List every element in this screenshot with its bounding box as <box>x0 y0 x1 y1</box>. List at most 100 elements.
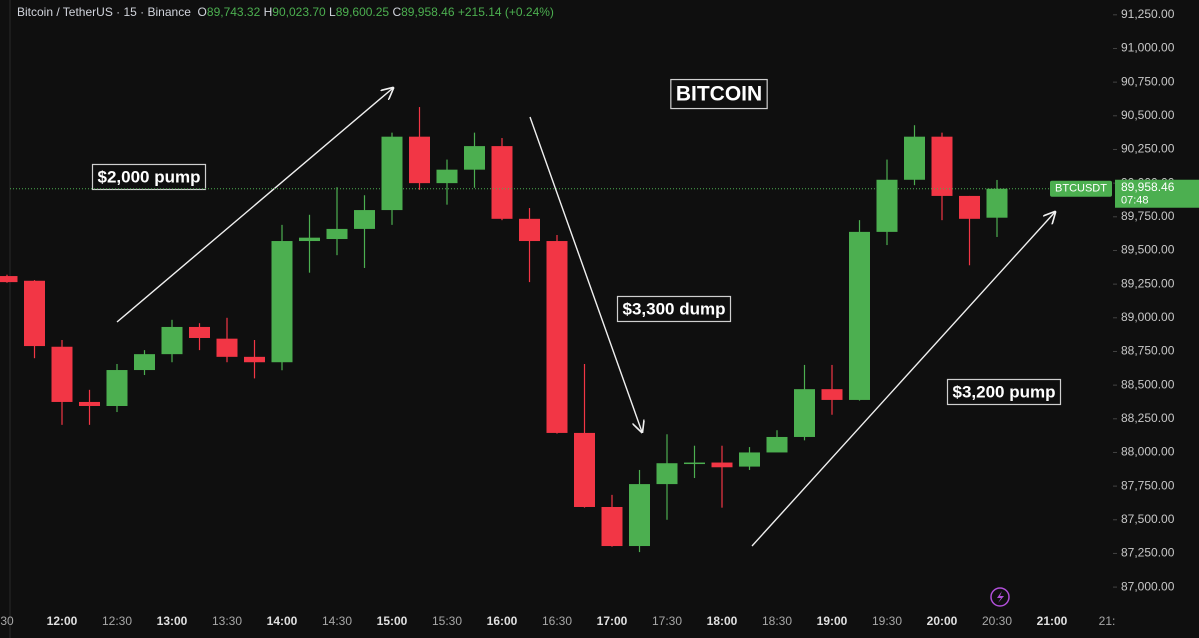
price-tag <box>1115 179 1199 208</box>
x-tick-label: 18:00 <box>707 614 738 628</box>
annotations: BITCOIN $2,000 pump $3,300 dump $3,200 p… <box>91 78 1062 406</box>
x-tick-label: 18:30 <box>762 614 792 628</box>
y-tick-label: 87,750.00 <box>1121 478 1175 492</box>
price-tag-label: 89,958.46 <box>1121 180 1175 194</box>
candle-body <box>959 195 980 219</box>
y-tick-label: 88,000.00 <box>1121 445 1175 459</box>
y-tick-label: 87,250.00 <box>1121 546 1175 560</box>
c-key: C <box>392 5 402 19</box>
candle-body <box>519 218 540 242</box>
x-tick-label: 20:00 <box>927 614 958 628</box>
y-tick-label: 89,750.00 <box>1121 209 1175 223</box>
candle-body <box>79 401 100 406</box>
countdown-label: 07:48 <box>1121 195 1149 207</box>
change: +215.14 (+0.24%) <box>457 5 554 19</box>
candle-body <box>326 228 348 240</box>
candle-body <box>189 326 210 338</box>
x-tick-label: 12:00 <box>47 614 78 628</box>
x-tick-label: 17:00 <box>597 614 628 628</box>
x-tick-label: 13:00 <box>157 614 188 628</box>
annotation-box <box>616 295 732 323</box>
o-key: O <box>197 5 207 19</box>
candle-body <box>354 210 375 229</box>
candle-body <box>409 136 430 184</box>
x-tick-label: 19:30 <box>872 614 902 628</box>
y-tick-label: 91,000.00 <box>1121 41 1175 55</box>
candle-body <box>601 506 623 547</box>
candle-body <box>464 146 485 170</box>
x-tick-label: 15:00 <box>377 614 408 628</box>
annotation: $3,200 pump <box>953 382 1056 401</box>
arrow <box>529 116 642 432</box>
x-tick-label: 16:30 <box>542 614 572 628</box>
arrow <box>116 88 393 323</box>
candle-body <box>794 389 815 437</box>
x-tick-label: 15:30 <box>432 614 462 628</box>
l-value: 89,600.25 <box>335 5 390 19</box>
ohlc-legend: Bitcoin / TetherUS · 15 · Binance O89,74… <box>17 5 554 19</box>
y-tick-label: 88,750.00 <box>1121 344 1175 358</box>
annotation: $2,000 pump <box>98 167 201 186</box>
x-tick-label: 21: <box>1099 614 1116 628</box>
x-tick-label: 12:30 <box>102 614 132 628</box>
candle-body <box>766 436 788 453</box>
candle-body <box>904 136 925 180</box>
y-tick-label: 88,500.00 <box>1121 377 1175 391</box>
l-key: L <box>329 5 336 19</box>
axes: 87,000.00 87,250.00 87,500.00 87,750.00 88,0… <box>0 7 1199 628</box>
y-tick-label: 90,500.00 <box>1121 108 1175 122</box>
x-tick-label: 30 <box>0 614 14 628</box>
alert-icon <box>990 587 1010 607</box>
candle-body <box>629 484 650 547</box>
candle-body <box>931 136 953 196</box>
annotation-box <box>670 78 768 110</box>
candle-body <box>161 326 183 355</box>
candle-body <box>656 463 678 485</box>
candle-body <box>546 241 568 433</box>
h-value: 90,023.70 <box>272 5 326 19</box>
candle-body <box>299 237 320 242</box>
candle-body <box>244 356 265 363</box>
x-tick-label: 17:30 <box>652 614 682 628</box>
c-value: 89,958.46 <box>401 5 455 19</box>
candles <box>0 107 1008 553</box>
annotation-box <box>91 163 207 191</box>
y-tick-label: 90,250.00 <box>1121 142 1175 156</box>
candle-body <box>821 389 843 400</box>
symbol-tag-label: BTCUSDT <box>1055 183 1107 195</box>
y-tick-label: 90,750.00 <box>1121 74 1175 88</box>
symbol-tag <box>1050 180 1112 197</box>
y-tick-label: 89,250.00 <box>1121 276 1175 290</box>
y-tick-label: 87,500.00 <box>1121 512 1175 526</box>
y-tick-label: 87,000.00 <box>1121 579 1175 593</box>
x-tick-label: 14:30 <box>322 614 352 628</box>
x-tick-label: 21:00 <box>1037 614 1068 628</box>
candle-body <box>134 354 155 371</box>
candle-body <box>739 452 760 467</box>
annotation-box <box>946 378 1062 406</box>
annotation: $3,300 dump <box>623 299 726 318</box>
candle-body <box>986 188 1008 218</box>
x-tick-label: 14:00 <box>267 614 298 628</box>
candle-body <box>24 280 45 347</box>
candle-body <box>491 146 513 219</box>
arrows <box>116 88 1055 547</box>
y-tick-label: 91,250.00 <box>1121 7 1175 21</box>
symbol: Bitcoin / TetherUS · 15 · Binance <box>17 5 191 19</box>
candle-body <box>849 231 870 400</box>
x-tick-label: 20:30 <box>982 614 1012 628</box>
x-tick-label: 16:00 <box>487 614 518 628</box>
candle-body <box>574 432 595 507</box>
y-tick-label: 89,500.00 <box>1121 243 1175 257</box>
y-tick-label: 89,000.00 <box>1121 310 1175 324</box>
candle-body <box>271 241 293 363</box>
candle-body <box>106 370 128 406</box>
arrow <box>751 212 1055 547</box>
candle-body <box>876 179 898 232</box>
y-tick-label: 88,250.00 <box>1121 411 1175 425</box>
candle-body <box>711 462 733 468</box>
annotation: BITCOIN <box>676 83 762 106</box>
